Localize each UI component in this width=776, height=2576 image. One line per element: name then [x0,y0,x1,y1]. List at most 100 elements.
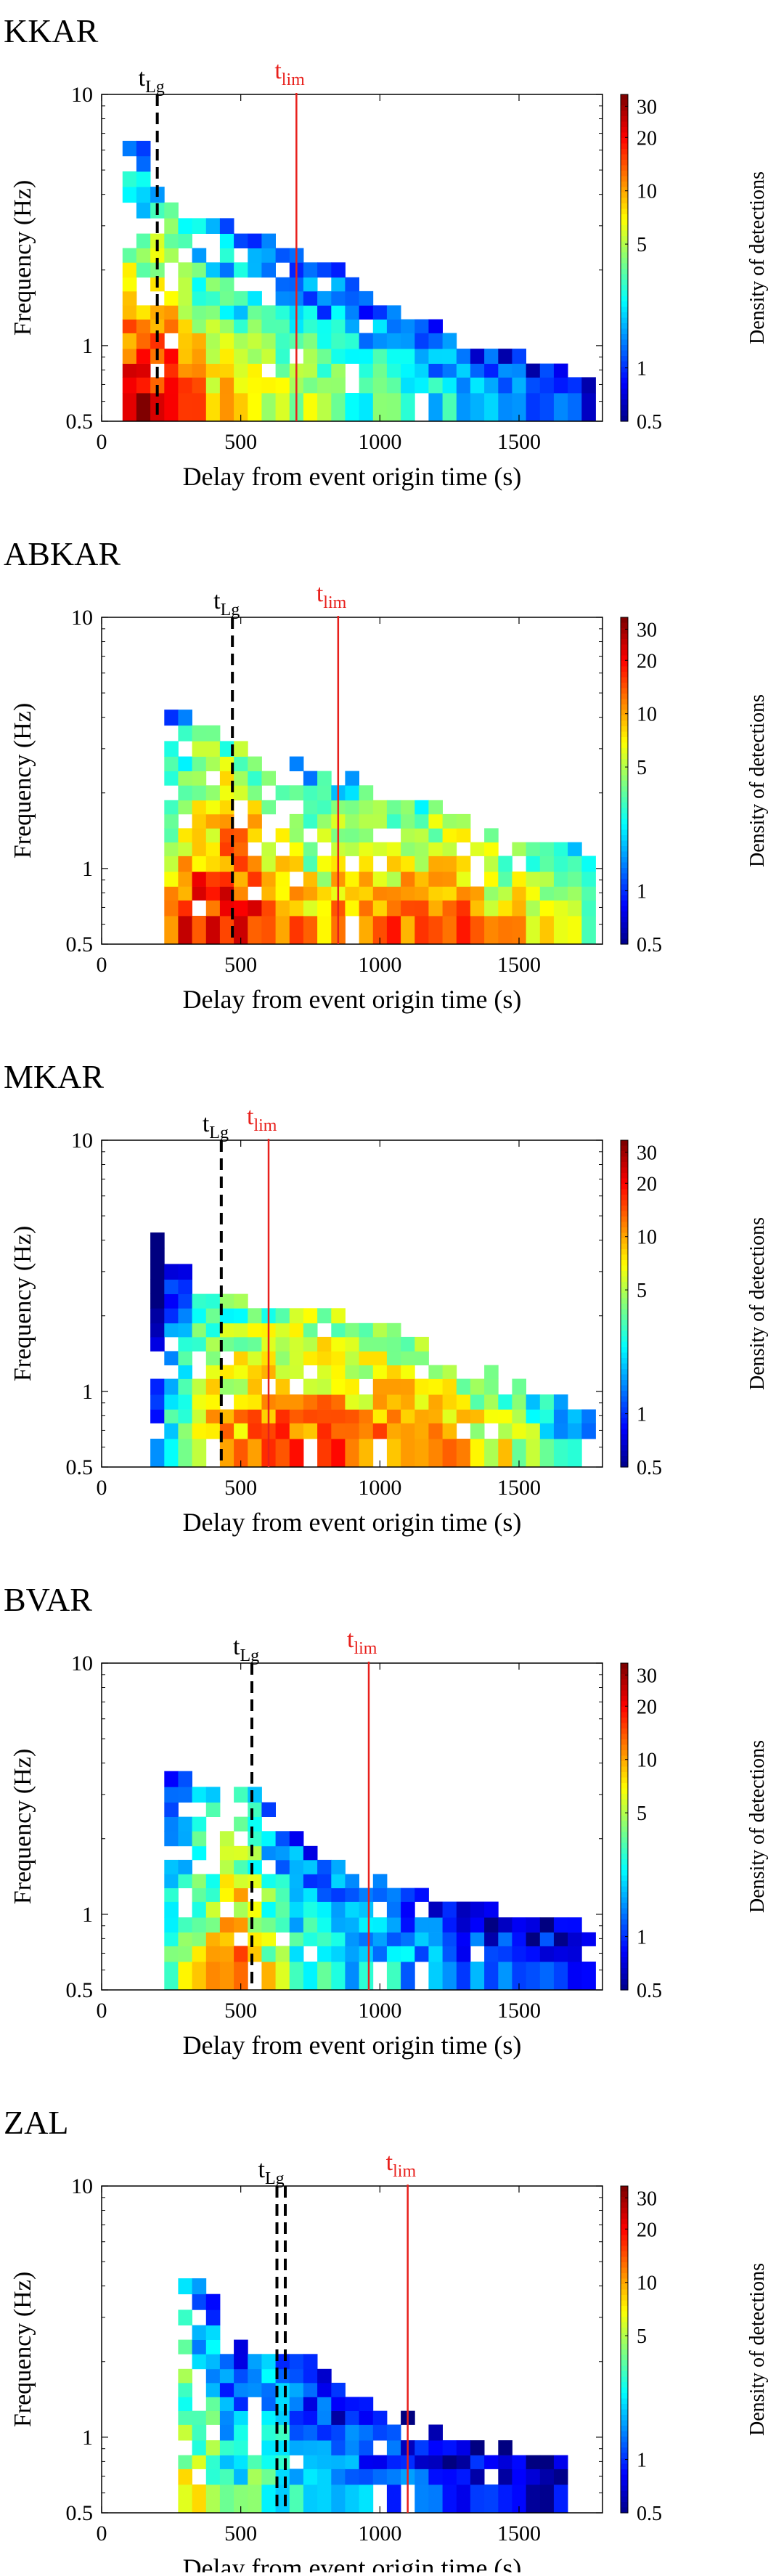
heatmap-cell [303,1351,318,1365]
heatmap-cell [192,393,207,422]
colorbar-segment [621,154,628,161]
colorbar-segment [621,2453,628,2459]
heatmap-cell [303,771,318,786]
heatmap-cell [136,171,151,187]
heatmap-cell [164,319,179,333]
heatmap-cell [234,1901,248,1918]
heatmap-cell [442,2484,457,2514]
heatmap-cell [428,1409,443,1423]
heatmap-cell [317,349,332,364]
panel-title: ZAL [4,2104,68,2141]
heatmap-cell [192,1439,207,1468]
heatmap-cell [456,393,471,422]
heatmap-cell [205,1336,221,1352]
heatmap-cell [470,842,485,856]
colorbar-segment [621,1799,628,1805]
heatmap-cell [289,1831,304,1847]
colorbar-segment [621,290,628,297]
heatmap-cell [122,333,137,349]
heatmap-cell [401,871,415,887]
heatmap-cell [234,1336,248,1352]
heatmap-cell [331,1874,346,1888]
heatmap-cell [234,785,248,801]
heatmap-cell [331,1423,346,1439]
colorbar-segment [621,165,628,171]
colorbar-segment [621,2458,628,2465]
colorbar-segment [621,2502,628,2508]
heatmap-cell [136,140,151,157]
heatmap-cell [386,1351,401,1365]
heatmap-cell [359,333,374,349]
heatmap-cell [205,1423,221,1439]
colorbar-segment [621,2437,628,2443]
colorbar-segment [621,2256,628,2263]
y-tick-label: 1 [82,1903,93,1927]
heatmap-cell [303,1962,318,1991]
heatmap-cell [401,1932,415,1946]
heatmap-cell [442,1946,457,1962]
heatmap-cell [359,916,374,945]
heatmap-cell [248,900,262,917]
colorbar-segment [621,1832,628,1838]
heatmap-cell [581,1409,596,1423]
colorbar-segment [621,1363,628,1370]
heatmap-cell [317,333,332,349]
colorbar-segment [621,2262,628,2269]
x-tick-label: 500 [224,1476,257,1500]
heatmap-cell [178,319,192,333]
heatmap-cell [178,1917,192,1933]
heatmap-cell [234,319,248,333]
heatmap-cell [470,363,485,378]
panel-title: MKAR [4,1058,104,1095]
heatmap-cell [164,871,179,887]
heatmap-cell [386,2484,401,2514]
heatmap-cell [484,828,499,842]
heatmap-cell [205,1901,221,1918]
x-tick-label: 1000 [358,1476,401,1500]
heatmap-cell [414,1336,429,1352]
colorbar-segment [621,1897,628,1903]
colorbar-segment [621,2349,628,2356]
heatmap-cell [359,1901,374,1918]
panel-title: KKAR [4,12,99,49]
heatmap-cell [568,1946,582,1962]
y-tick-label: 1 [82,334,93,358]
heatmap-cell [275,1901,290,1918]
colorbar-segment [621,1227,628,1234]
heatmap-cell [192,1816,207,1832]
heatmap-cell [164,1962,179,1991]
heatmap-cell [178,856,192,872]
heatmap-cell [178,1816,192,1832]
colorbar-segment [621,1396,628,1402]
heatmap-cell [414,916,429,945]
heatmap-cell [386,1962,401,1991]
heatmap-cell [359,871,374,887]
heatmap-cell [539,1439,555,1468]
heatmap-cell [234,2469,248,2485]
colorbar-segment [621,1772,628,1779]
colorbar-segment [621,1962,628,1969]
heatmap-cell [401,886,415,901]
colorbar-segment [621,803,628,809]
heatmap-cell [401,856,415,872]
colorbar-segment [621,1930,628,1936]
colorbar-segment [621,367,628,373]
colorbar-segment [621,1739,628,1746]
heatmap-cell [539,871,555,887]
heatmap-cell [331,1365,346,1379]
heatmap-cell [498,916,512,945]
colorbar-tick-label: 30 [637,1665,657,1687]
colorbar-segment [621,2333,628,2339]
colorbar-segment [621,1842,628,1849]
heatmap-cell [484,856,499,872]
heatmap-cell [205,785,221,801]
colorbar-segment [621,1216,628,1223]
heatmap-cell [192,916,207,945]
heatmap-cell [498,1409,512,1423]
heatmap-cell [248,1946,262,1962]
heatmap-cell [331,1351,346,1365]
colorbar-segment [621,2251,628,2258]
heatmap-cell [303,262,318,278]
heatmap-cell [234,1308,248,1324]
